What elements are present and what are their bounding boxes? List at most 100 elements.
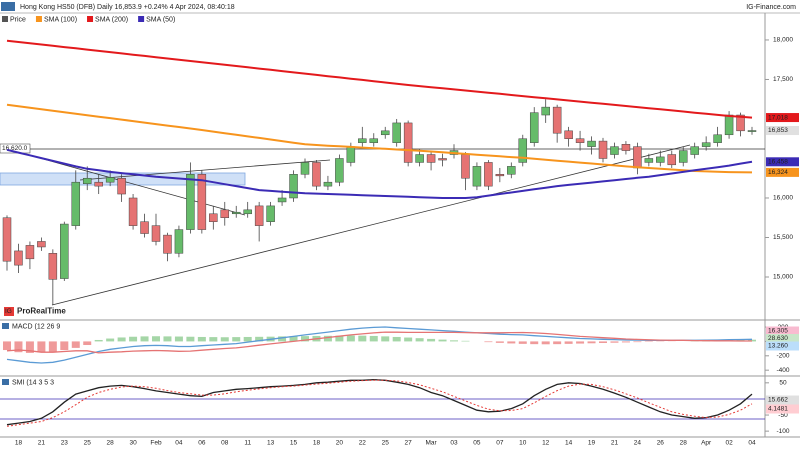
legend-label: SMA (100)	[44, 16, 77, 23]
level-label: 16,620.0	[2, 145, 28, 152]
x-tick-label: 15	[290, 440, 298, 447]
candle-body	[518, 138, 528, 163]
candle-body	[289, 174, 298, 199]
series-last-label: 17,018	[768, 114, 788, 121]
candle-body	[529, 112, 539, 143]
macd-bar	[495, 341, 504, 343]
macd-bar	[278, 336, 287, 342]
candle-body	[736, 114, 745, 132]
candle-body	[598, 140, 608, 159]
macd-bar	[71, 341, 80, 348]
trend-line	[51, 144, 691, 306]
candle-body	[71, 181, 81, 226]
macd-bar	[392, 336, 401, 342]
candle-body	[163, 234, 172, 254]
x-tick-label: 24	[634, 440, 642, 447]
value-label-box	[766, 404, 799, 414]
candle-body	[277, 197, 287, 203]
candle-body	[438, 158, 447, 161]
macd-bar	[553, 341, 562, 345]
macd-bar	[450, 340, 458, 342]
macd-bar	[3, 341, 11, 351]
macd-bar	[530, 341, 539, 345]
legend-swatch	[2, 16, 8, 22]
macd-bar	[369, 335, 378, 342]
macd-bar	[232, 337, 241, 342]
candle-body	[243, 209, 252, 215]
candle-body	[346, 146, 356, 163]
macd-bar	[243, 336, 252, 342]
candle-body	[690, 146, 699, 155]
macd-bar	[83, 341, 92, 346]
candle-body	[667, 154, 677, 166]
macd-bar	[564, 341, 573, 344]
x-tick-label: 30	[129, 440, 137, 447]
macd-bar	[14, 341, 23, 353]
header-title: Hong Kong HS50 (DFB) Daily 16,853.9 +0.2…	[20, 4, 235, 11]
macd-bar	[507, 341, 516, 344]
watermark: ProRealTime	[17, 307, 66, 316]
candle-body	[644, 158, 654, 163]
y-tick-label: 15,500	[773, 234, 793, 241]
macd-bar	[209, 337, 218, 342]
y-tick-label: 15,000	[773, 274, 793, 281]
sma-line	[6, 148, 753, 199]
candle-body	[747, 130, 757, 132]
value-label-box	[766, 326, 799, 336]
macd-bar	[335, 335, 344, 342]
candle-body	[575, 138, 585, 143]
macd-bar	[25, 341, 34, 353]
candle-body	[25, 245, 35, 260]
macd-bar	[323, 335, 332, 342]
candle-body	[117, 177, 126, 195]
candle-body	[209, 213, 218, 222]
x-tick-label: 28	[680, 440, 688, 447]
candle-body	[140, 221, 149, 234]
candle-body	[495, 174, 505, 177]
x-tick-label: 11	[244, 440, 251, 447]
macd-bar	[94, 339, 103, 342]
y-tick-label: -50	[778, 412, 788, 419]
x-tick-label: 25	[84, 440, 92, 447]
x-tick-label: 14	[565, 440, 573, 447]
candle-body	[426, 154, 436, 163]
value-label: 28.630	[768, 335, 788, 342]
macd-bar	[117, 337, 126, 342]
macd-bar	[587, 341, 596, 344]
app-icon	[1, 2, 15, 11]
x-tick-label: 04	[748, 440, 756, 447]
x-tick-label: 05	[473, 440, 481, 447]
macd-bar	[163, 336, 172, 342]
macd-bar	[633, 341, 642, 343]
x-tick-label: 19	[588, 440, 596, 447]
value-label-box	[766, 395, 799, 405]
x-tick-label: Apr	[701, 440, 712, 447]
x-tick-label: Mar	[425, 440, 437, 447]
x-tick-label: 27	[405, 440, 413, 447]
panel-title: SMI (14 3 5 3	[12, 379, 54, 386]
macd-bar	[427, 338, 436, 342]
x-tick-label: 21	[38, 440, 46, 447]
macd-bar	[60, 341, 69, 351]
candle-body	[392, 122, 401, 143]
macd-bar	[152, 336, 160, 342]
candle-body	[174, 229, 184, 254]
candle-body	[610, 146, 619, 155]
x-tick-label: 18	[15, 440, 23, 447]
legend-swatch	[138, 16, 145, 22]
candle-body	[94, 181, 103, 187]
watermark-logo: IG	[5, 308, 12, 315]
x-tick-label: 03	[450, 440, 458, 447]
x-tick-label: 13	[267, 440, 275, 447]
x-tick-label: 22	[359, 440, 367, 447]
candle-body	[300, 162, 310, 175]
macd-bar	[174, 336, 183, 342]
series-last-label: 16,324	[768, 169, 788, 176]
candle-body	[380, 130, 390, 136]
candle-body	[186, 174, 195, 230]
legend-swatch	[35, 16, 42, 22]
x-tick-label: 23	[61, 440, 69, 447]
macd-bar	[37, 341, 46, 353]
price-last-label: 16,853	[768, 127, 788, 134]
